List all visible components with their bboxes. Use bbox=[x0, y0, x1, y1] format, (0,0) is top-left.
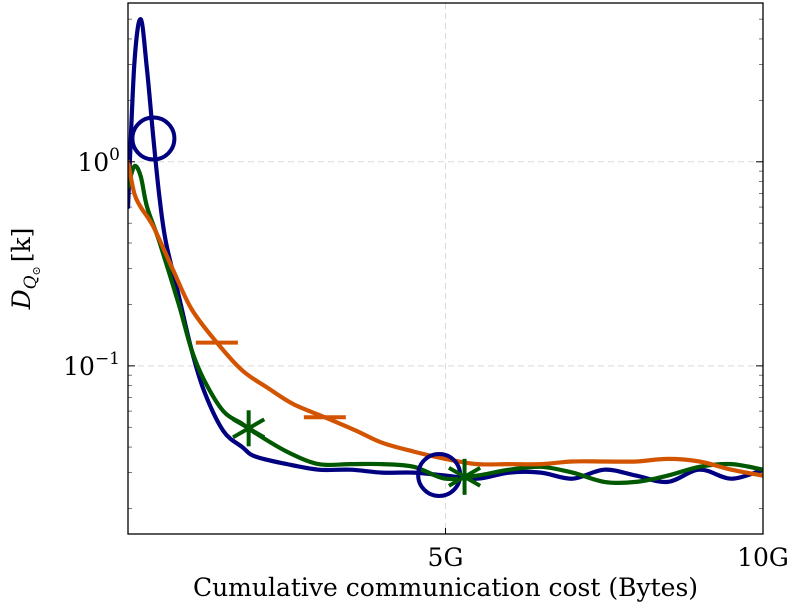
x-tick-label: 10G bbox=[737, 543, 789, 572]
asterisk-marker bbox=[232, 410, 266, 447]
minor-ticks bbox=[128, 2, 763, 509]
y-axis-label: DQ⊙ [k] bbox=[7, 228, 43, 311]
asterisk-marker bbox=[447, 458, 482, 495]
x-axis-label: Cumulative communication cost (Bytes) bbox=[193, 573, 698, 602]
series-line-2 bbox=[128, 163, 763, 486]
series-lines bbox=[128, 17, 763, 486]
series-line-1 bbox=[128, 17, 763, 485]
y-tick-label: 100 bbox=[77, 145, 120, 177]
y-axis-label-subsub: ⊙ bbox=[30, 266, 43, 275]
series-line-3 bbox=[128, 159, 763, 478]
asterisk-stroke bbox=[232, 417, 266, 440]
y-axis-label-sub: Q bbox=[21, 275, 41, 289]
series-markers bbox=[130, 115, 482, 498]
y-axis-label-base: D bbox=[7, 289, 36, 310]
y-tick-label: 10−1 bbox=[63, 349, 120, 381]
asterisk-stroke bbox=[447, 466, 482, 488]
axis-ticks: 5G 10G 100 10−1 bbox=[63, 145, 789, 572]
circle-marker bbox=[130, 115, 177, 162]
y-axis-label-suffix: [k] bbox=[7, 228, 36, 263]
x-tick-label: 5G bbox=[428, 543, 464, 572]
